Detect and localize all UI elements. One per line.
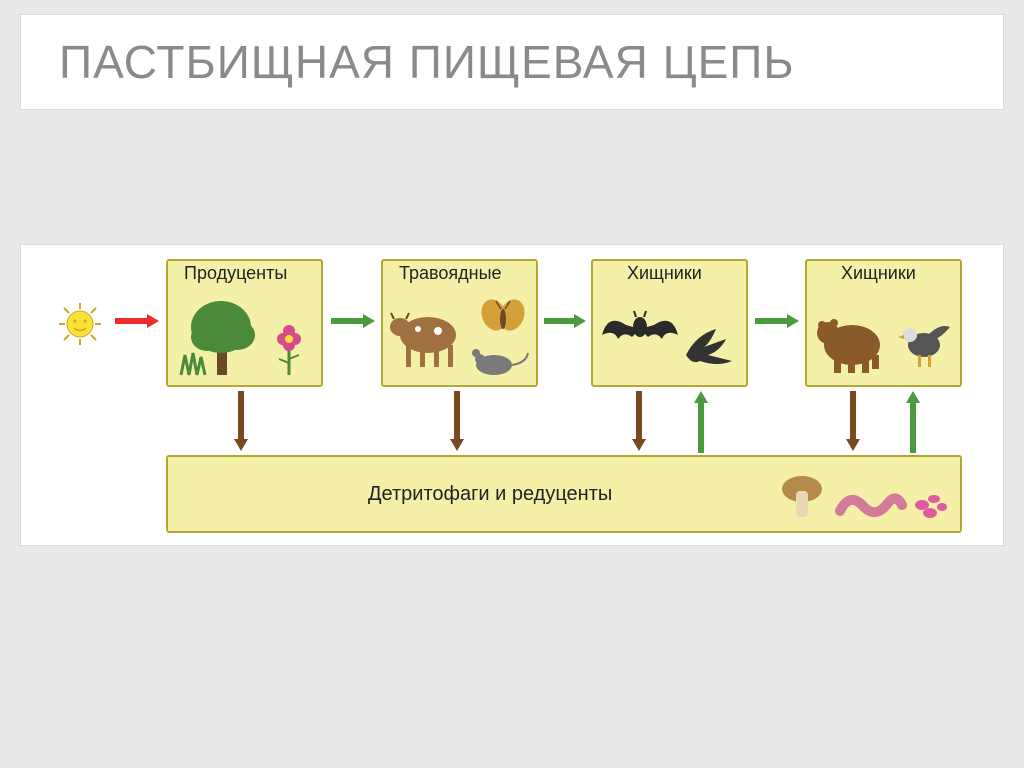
predators2-box: Хищники bbox=[805, 259, 962, 387]
detritivores-label: Детритофаги и редуценты bbox=[368, 483, 612, 506]
food-chain-diagram: Продуценты Травоядные bbox=[20, 244, 1004, 546]
producers-icon bbox=[171, 285, 321, 385]
title-panel: ПАСТБИЩНАЯ ПИЩЕВАЯ ЦЕПЬ bbox=[20, 14, 1004, 110]
predators2-label: Хищники bbox=[841, 263, 916, 284]
detritivores-box: Детритофаги и редуценты bbox=[166, 455, 962, 533]
page-title: ПАСТБИЩНАЯ ПИЩЕВАЯ ЦЕПЬ bbox=[59, 35, 795, 89]
sun-icon bbox=[59, 303, 101, 345]
predators2-icon bbox=[810, 285, 960, 385]
detritivores-icon bbox=[772, 461, 952, 531]
predators1-label: Хищники bbox=[627, 263, 702, 284]
herbivores-icon bbox=[386, 285, 536, 385]
predators1-box: Хищники bbox=[591, 259, 748, 387]
predators1-icon bbox=[596, 285, 746, 385]
producers-box: Продуценты bbox=[166, 259, 323, 387]
herbivores-label: Травоядные bbox=[399, 263, 502, 284]
producers-label: Продуценты bbox=[184, 263, 287, 284]
herbivores-box: Травоядные bbox=[381, 259, 538, 387]
